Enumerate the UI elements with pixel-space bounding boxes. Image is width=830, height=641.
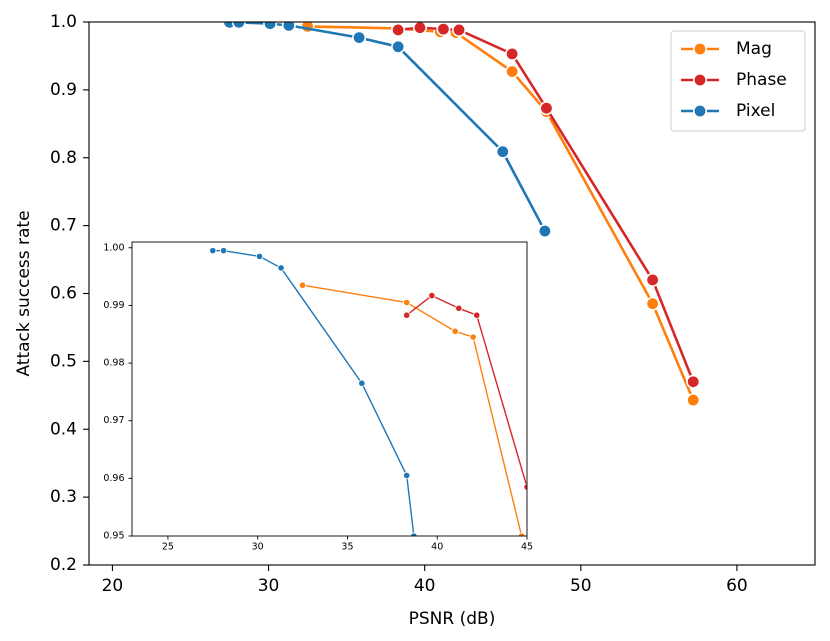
main-y-tick-label: 0.9 [50,80,77,100]
inset-y-tick-label: 0.99 [103,300,124,311]
inset-data-point-phase [473,311,481,319]
main-data-point-phase [645,272,660,287]
inset-x-tick-label: 35 [341,542,353,553]
inset-data-point-pixel [219,247,228,255]
main-data-point-mag [505,64,520,79]
main-plot-frame [88,21,816,566]
inset-data-point-mag [298,281,307,289]
main-x-tick-label: 40 [414,576,436,596]
inset-y-tick-label: 1.00 [103,242,124,253]
main-data-point-phase [686,374,701,389]
main-data-point-pixel [263,22,278,31]
inset-series-group [209,247,527,536]
main-y-tick-label: 0.2 [50,555,77,575]
legend-label-phase: Phase [736,70,787,90]
inset-x-tick-label: 45 [521,542,533,553]
main-data-point-mag [645,296,660,311]
inset-data-point-phase [403,311,411,319]
inset-y-tick-label: 0.96 [103,473,124,484]
inset-data-point-mag [403,298,411,307]
main-x-tick-label: 60 [726,576,748,596]
main-y-tick-label: 0.7 [50,216,77,236]
inset-data-point-pixel [209,247,217,255]
inset-data-point-pixel [277,264,285,272]
x-axis-title: PSNR (dB) [409,609,496,629]
main-y-tick-label: 0.6 [50,284,77,304]
main-data-point-pixel [495,144,510,159]
legend-marker-mag [692,41,707,56]
main-x-tick-label: 20 [102,576,124,596]
legend-label-mag: Mag [736,39,772,59]
inset-data-point-mag [451,327,459,335]
inset-y-tick-label: 0.98 [103,358,124,369]
inset-data-point-mag [469,333,477,341]
inset-data-point-phase [428,292,436,300]
main-data-point-phase [452,22,467,37]
main-data-point-pixel [391,39,406,54]
inset-y-tick-label: 0.95 [103,531,124,542]
inset-data-point-pixel [255,252,264,261]
main-x-tick-label: 30 [258,576,280,596]
main-y-tick-label: 1.0 [50,12,77,32]
inset-plot-background [132,242,527,536]
inset-y-tick-label: 0.97 [103,415,124,426]
inset-x-tick-label: 40 [431,542,443,553]
main-y-tick-label: 0.5 [50,351,77,371]
inset-x-tick-label: 30 [252,542,264,553]
main-data-point-phase [391,22,406,37]
inset-data-point-pixel [403,471,411,480]
main-x-tick-label: 50 [570,576,592,596]
main-data-point-phase [436,22,451,37]
main-data-point-phase [412,22,427,35]
main-data-point-phase [505,46,520,61]
inset-x-tick-label: 25 [162,542,174,553]
y-axis-title: Attack success rate [14,210,34,376]
main-data-point-mag [686,393,701,408]
main-data-point-pixel [537,224,552,239]
main-data-point-pixel [281,22,296,33]
inset-plot: 25 30 35 40 45 0.95 0.96 0.97 0.98 0.99 1.00 [103,241,533,553]
main-data-point-phase [539,101,554,116]
main-series-group [222,22,701,408]
legend: Mag Phase Pixel [670,30,806,132]
main-y-tick-label: 0.8 [50,148,77,168]
legend-marker-phase [692,73,707,88]
main-y-tick-label: 0.3 [50,487,77,507]
main-y-tick-label: 0.4 [50,419,77,439]
legend-marker-pixel [692,104,707,119]
inset-data-point-phase [455,304,463,312]
inset-data-point-pixel [358,379,366,387]
inset-plot-frame [131,241,528,537]
main-data-point-pixel [352,30,367,45]
legend-label-pixel: Pixel [736,101,775,121]
